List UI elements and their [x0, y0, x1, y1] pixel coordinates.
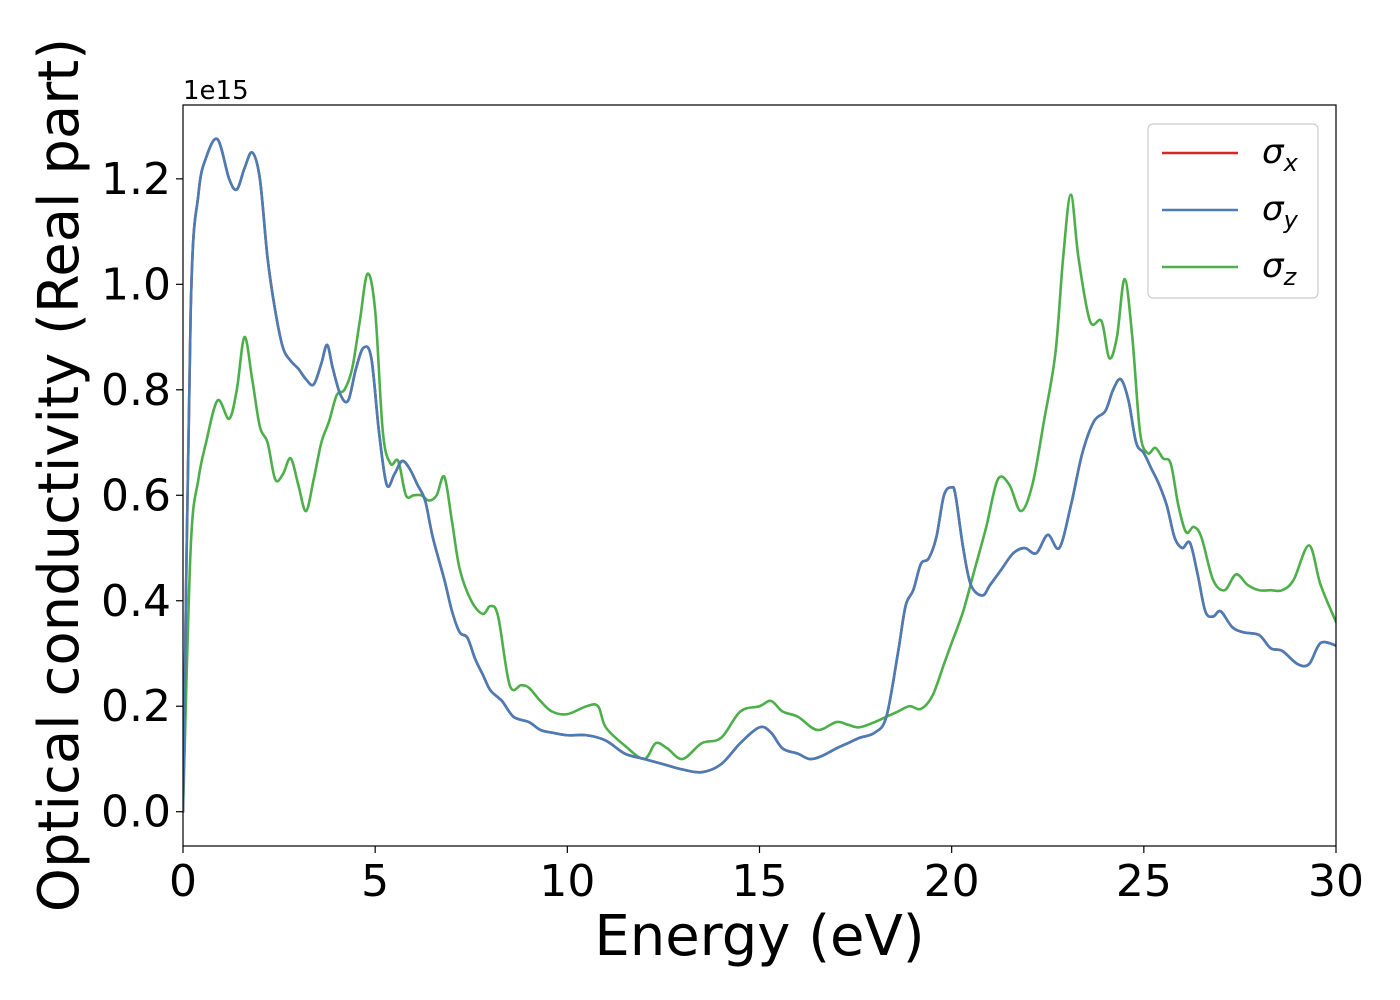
- plot-area: [183, 105, 1336, 846]
- y-tick-label: 0.0: [101, 787, 171, 838]
- y-tick-label: 1.2: [101, 154, 171, 205]
- y-tick-label: 0.4: [101, 576, 171, 627]
- legend-subscript: x: [1283, 149, 1299, 177]
- y-tick-label: 0.2: [101, 681, 171, 732]
- legend-label-y: σy: [1262, 189, 1299, 234]
- x-axis: 0 5 10 15 20 25 30: [169, 846, 1364, 907]
- x-tick-label: 15: [732, 856, 788, 907]
- y-tick-label: 0.6: [101, 470, 171, 521]
- y-tick-label: 1.0: [101, 259, 171, 310]
- x-tick-label: 10: [539, 856, 595, 907]
- legend-symbol: σ: [1262, 189, 1285, 229]
- legend-label-z: σz: [1262, 246, 1298, 291]
- x-tick-label: 30: [1308, 856, 1364, 907]
- x-tick-label: 20: [924, 856, 980, 907]
- legend-label-x: σx: [1262, 132, 1299, 177]
- y-offset-label: 1e15: [183, 76, 249, 106]
- y-tick-label: 0.8: [101, 365, 171, 416]
- series-line-y: [183, 137, 1336, 814]
- x-axis-title: Energy (eV): [594, 904, 924, 969]
- x-tick-label: 0: [169, 856, 197, 907]
- legend-symbol: σ: [1262, 246, 1285, 286]
- legend-symbol: σ: [1262, 132, 1285, 172]
- series-line-z: [183, 193, 1336, 814]
- series-layer: [183, 137, 1336, 814]
- x-tick-label: 25: [1116, 856, 1172, 907]
- y-axis: 0.0 0.2 0.4 0.6 0.8 1.0 1.2: [101, 154, 183, 838]
- legend-subscript: z: [1283, 263, 1298, 291]
- legend-subscript: y: [1283, 206, 1299, 234]
- y-axis-title: Optical conductivity (Real part): [27, 38, 92, 912]
- x-tick-label: 5: [361, 856, 389, 907]
